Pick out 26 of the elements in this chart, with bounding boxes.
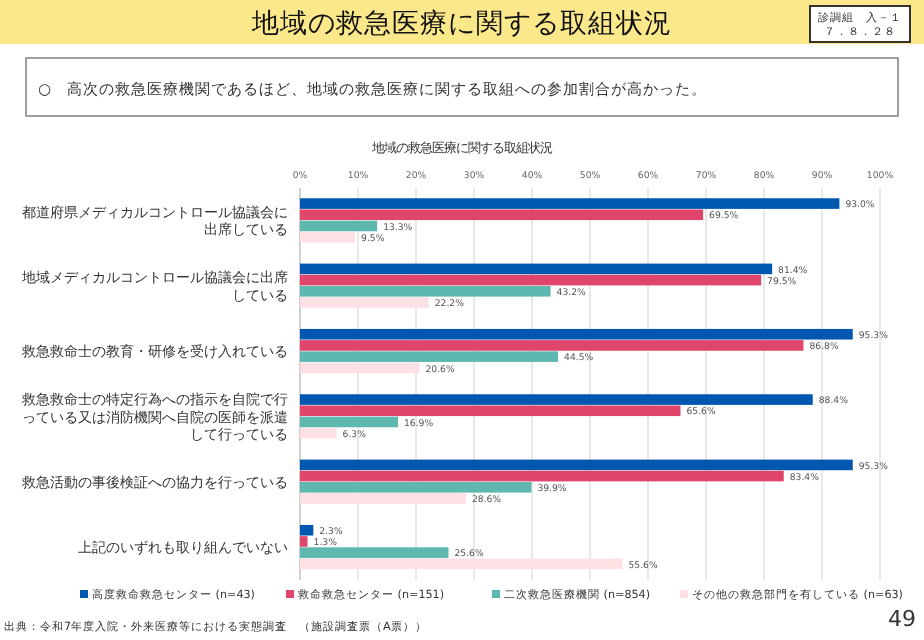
bar: [300, 482, 532, 493]
chart-title: 地域の救急医療に関する取組状況: [250, 8, 672, 40]
bar: [300, 297, 429, 308]
bar: [300, 493, 466, 504]
bar: [300, 470, 784, 482]
bar: [300, 405, 681, 417]
bar: [300, 547, 449, 558]
bar: [300, 362, 420, 374]
bar: [300, 286, 551, 297]
bar: [300, 524, 314, 536]
bar: [300, 536, 308, 547]
bar: [300, 220, 378, 232]
bar: [300, 394, 813, 405]
bar: [300, 558, 623, 570]
bar: [300, 231, 356, 243]
bar: [300, 416, 399, 428]
bar: [300, 459, 853, 471]
bar: [300, 328, 853, 340]
bar: [300, 263, 773, 275]
bar: [300, 274, 762, 286]
bar: [300, 351, 559, 362]
bar: [300, 209, 704, 221]
bar: [300, 340, 804, 351]
bar: [300, 427, 337, 439]
text: 49: [888, 606, 916, 632]
bar: [300, 198, 840, 209]
